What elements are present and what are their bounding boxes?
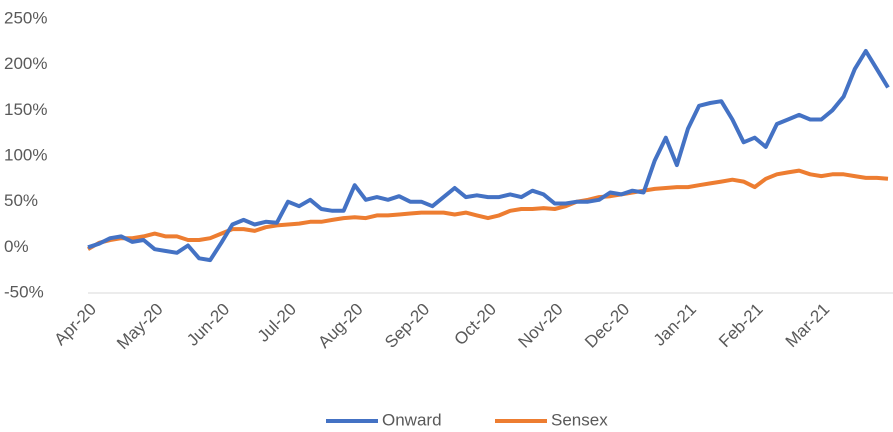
y-tick-label: 250% bbox=[4, 8, 47, 27]
x-tick-label: Apr-20 bbox=[50, 300, 100, 350]
y-tick-label: 200% bbox=[4, 54, 47, 73]
x-tick-label: Jul-20 bbox=[254, 300, 300, 346]
x-tick-label: Mar-21 bbox=[782, 300, 834, 352]
x-tick-label: Sep-20 bbox=[381, 300, 433, 352]
y-tick-label: 50% bbox=[4, 191, 38, 210]
x-tick-label: Jun-20 bbox=[183, 300, 233, 350]
x-tick-label: Aug-20 bbox=[314, 300, 366, 352]
x-tick-label: Nov-20 bbox=[514, 300, 566, 352]
legend-label: Sensex bbox=[551, 410, 608, 429]
y-tick-label: -50% bbox=[4, 282, 44, 301]
x-tick-label: Jan-21 bbox=[650, 300, 700, 350]
y-tick-label: 100% bbox=[4, 145, 47, 164]
series-line bbox=[87, 49, 890, 263]
x-tick-label: Dec-20 bbox=[581, 300, 633, 352]
series-line bbox=[87, 168, 889, 251]
x-tick-label: Feb-21 bbox=[715, 300, 767, 352]
x-tick-label: May-20 bbox=[113, 300, 167, 354]
y-tick-label: 150% bbox=[4, 100, 47, 119]
y-tick-label: 0% bbox=[4, 237, 29, 256]
x-tick-label: Oct-20 bbox=[450, 300, 500, 350]
legend-label: Onward bbox=[382, 410, 442, 429]
